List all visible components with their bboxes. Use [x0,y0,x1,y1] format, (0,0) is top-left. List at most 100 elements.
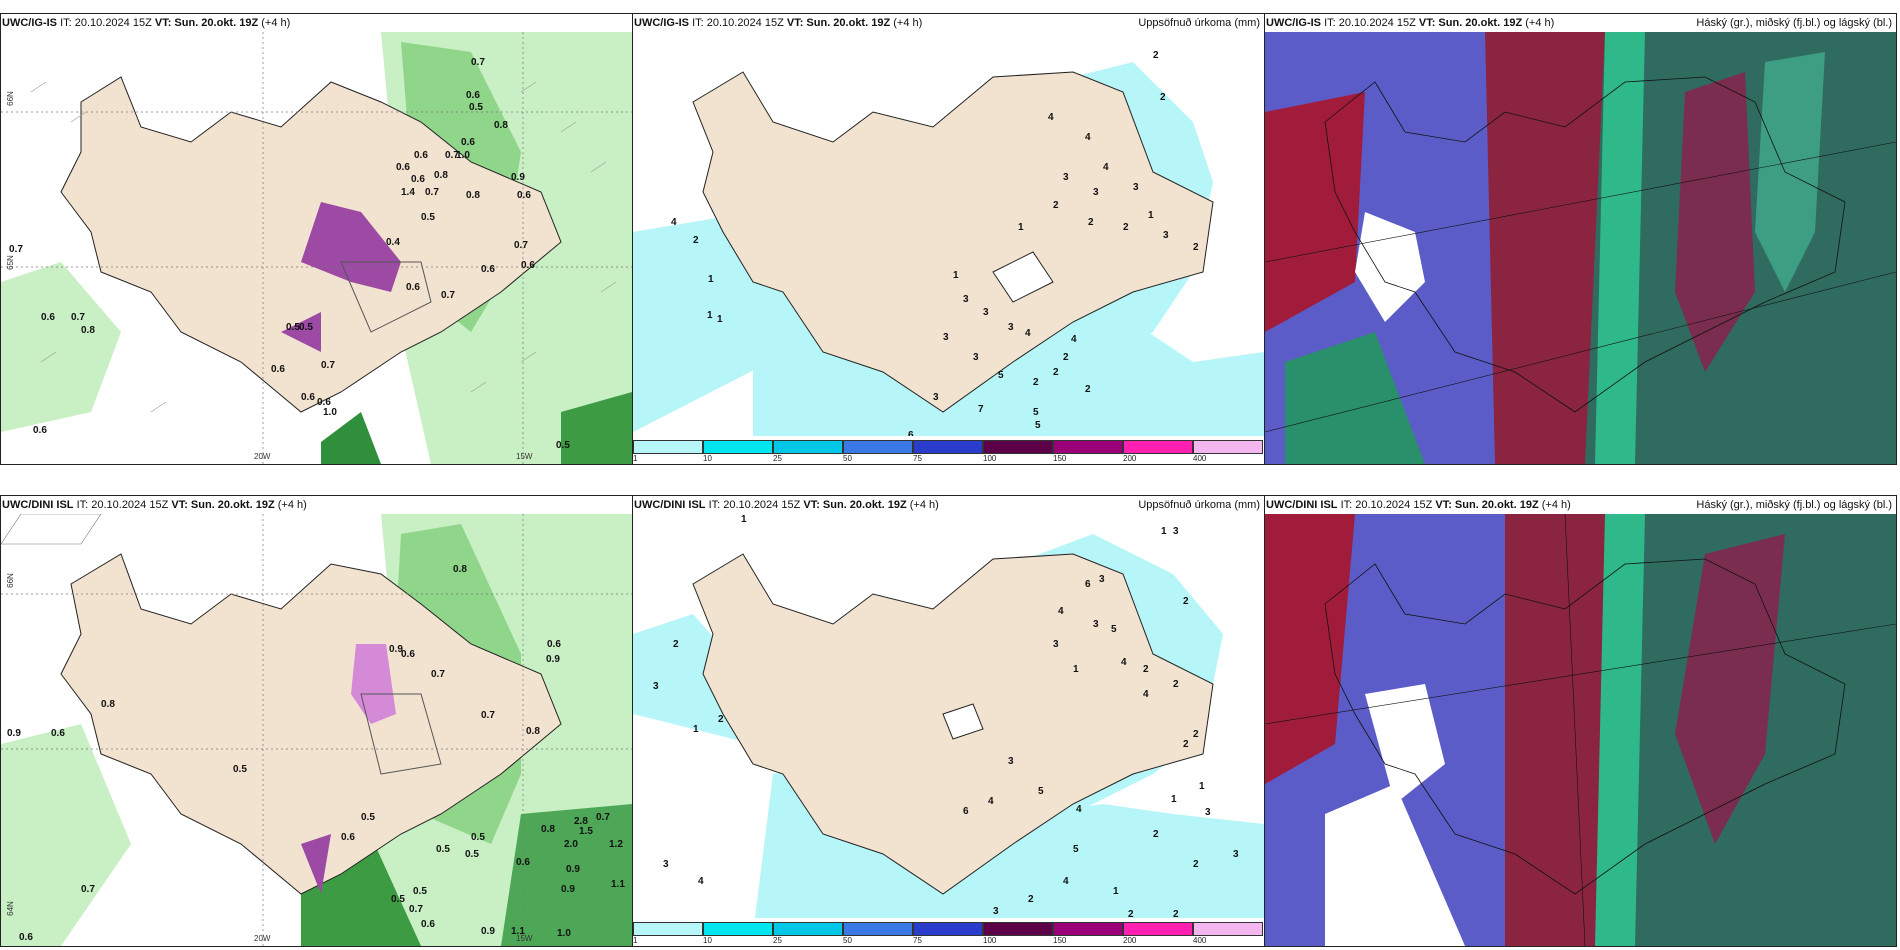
value-label: 3 [1008,756,1014,767]
value-label: 0.5 [286,322,300,333]
value-label: 0.8 [541,824,555,835]
colorbar-seg [1053,922,1123,936]
value-label: 0.8 [81,325,95,336]
colorbar-tick: 400 [1193,454,1207,463]
value-label: 0.9 [546,654,560,665]
value-label: 0.6 [317,397,331,408]
value-label: 4 [1048,112,1054,123]
value-label: 0.6 [341,832,355,843]
value-label: 0.9 [566,864,580,875]
colorbar-tick: 25 [773,936,782,945]
colorbar-tick: 400 [1193,936,1207,945]
colorbar-tick: 100 [983,454,997,463]
colorbar: 1 10 25 50 75 100 150 200 400 [633,436,1264,464]
lon-label-15w: 15W [516,452,533,461]
colorbar-seg [773,440,843,454]
value-label: 5 [1035,420,1041,431]
value-label: 1 [1113,886,1119,897]
value-label: 0.5 [391,894,405,905]
valid-time: VT: Sun. 20.okt. 19Z [1435,499,1539,511]
lon-label-20w: 20W [254,452,271,461]
value-label: 0.5 [556,440,570,451]
accum-precip-panel-top: 2 2 4 2 1 1 1 1 4 4 4 3 3 3 2 1 2 2 3 2 … [632,13,1265,465]
wind-map-panel-top: 66N 65N 20W 15W 0.7 0.6 0.5 0.8 0.6 0.6 … [0,13,633,465]
value-label: 0.6 [406,282,420,293]
colorbar-seg [1123,440,1193,454]
value-label: 0.6 [411,174,425,185]
lead-time: (+4 h) [277,499,307,511]
value-label: 1 [707,310,713,321]
value-label: 2 [1183,596,1189,607]
value-label: 0.8 [494,120,508,131]
value-label: 5 [1038,786,1044,797]
panel-title: Háský (gr.), miðský (fj.bl.) og lágský (… [1696,499,1892,511]
value-label: 0.8 [101,699,115,710]
value-label: 2 [693,235,699,246]
value-label: 6 [908,430,914,441]
value-label: 0.7 [71,312,85,323]
value-label: 1 [953,270,959,281]
value-label: 2 [1088,217,1094,228]
value-label: 0.9 [7,728,21,739]
value-label: 3 [1053,639,1059,650]
value-label: 2.0 [564,839,578,850]
lat-label-64: 64N [5,901,15,916]
colorbar-seg [1123,922,1193,936]
value-label: 0.4 [386,237,400,248]
value-label: 4 [671,217,677,228]
value-label: 0.7 [9,244,23,255]
value-label: 0.6 [271,364,285,375]
value-label: 1 [1018,222,1024,233]
value-label: 1.2 [609,839,623,850]
value-label: 3 [943,332,949,343]
value-label: 2 [1053,367,1059,378]
value-label: 2 [1063,352,1069,363]
colorbar-seg [983,440,1053,454]
value-label: 0.7 [514,240,528,251]
value-label: 2 [1085,384,1091,395]
value-label: 0.8 [434,170,448,181]
value-label: 3 [1133,182,1139,193]
value-label: 0.6 [466,90,480,101]
value-label: 0.6 [516,857,530,868]
value-label: 2 [718,714,724,725]
cloud-cover-panel-bottom: UWC/DINI ISL IT: 20.10.2024 15Z VT: Sun.… [1264,495,1897,947]
value-label: 0.7 [81,884,95,895]
value-label: 4 [1071,334,1077,345]
value-label: 2 [1153,829,1159,840]
value-label: 3 [1093,187,1099,198]
colorbar-seg [1193,440,1263,454]
wind-map: 66N 65N 20W 15W 0.7 0.6 0.5 0.8 0.6 0.6 … [1,32,632,464]
value-label: 4 [1076,804,1082,815]
value-label: 5 [1111,624,1117,635]
value-label: 0.7 [596,812,610,823]
value-label: 0.5 [421,212,435,223]
value-label: 1.1 [511,926,525,937]
value-label: 2 [1193,242,1199,253]
value-label: 0.6 [401,649,415,660]
value-label: 3 [1233,849,1239,860]
value-label: 1 [1161,526,1167,537]
value-label: 0.5 [413,886,427,897]
value-label: 0.7 [409,904,423,915]
value-label: 2 [1153,50,1159,61]
colorbar-seg [843,440,913,454]
value-label: 1.0 [323,407,337,418]
panel-title: Háský (gr.), miðský (fj.bl.) og lágský (… [1696,17,1892,29]
value-label: 2.8 [574,816,588,827]
init-time: IT: 20.10.2024 15Z [1324,17,1416,29]
value-label: 0.6 [517,190,531,201]
value-label: 3 [1008,322,1014,333]
value-label: 1 [1199,781,1205,792]
valid-time: VT: Sun. 20.okt. 19Z [171,499,275,511]
init-time: IT: 20.10.2024 15Z [76,499,169,511]
value-label: 2 [673,639,679,650]
colorbar-tick: 75 [913,454,922,463]
value-label: 1.1 [611,879,625,890]
accum-precip-panel-bottom: 1 1 3 2 6 3 4 3 5 3 2 4 1 2 2 3 2 4 2 2 … [632,495,1265,947]
value-label: 0.6 [33,425,47,436]
value-label: 1.4 [401,187,415,198]
value-label: 2 [1173,909,1179,920]
value-label: 2 [1033,377,1039,388]
value-label: 0.6 [51,728,65,739]
